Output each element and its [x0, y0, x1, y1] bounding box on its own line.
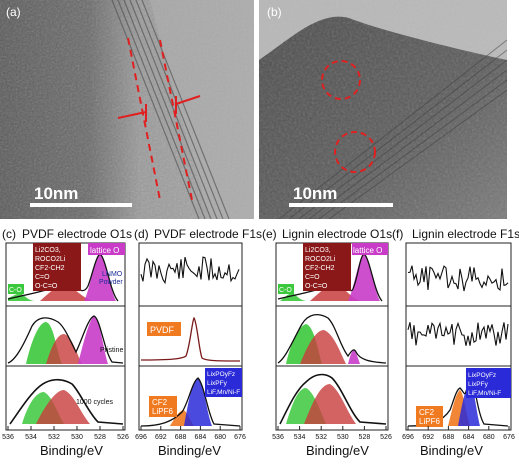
x-tick-label: 528	[94, 434, 106, 441]
x-tick-label: 530	[71, 434, 83, 441]
lnmo-label: LNMO	[102, 271, 123, 278]
x-tick-label: 532	[48, 434, 60, 441]
cf2-label: LiPF6	[419, 417, 440, 426]
x-tick-label: 536	[2, 434, 14, 441]
panel-title: PVDF electrode O1s	[22, 227, 132, 241]
x-axis-label: Binding/eV	[40, 443, 103, 458]
x-axis-label: Binding/eV	[306, 443, 369, 458]
highlight-circle	[321, 60, 361, 100]
species-label: O-C=O	[35, 283, 58, 290]
panel-title: Lignin electrode F1s	[412, 227, 519, 241]
x-axis-label: Binding/eV	[420, 443, 483, 458]
cf2-label: LiPF6	[152, 407, 173, 416]
lattice-label: lattice O	[353, 246, 382, 255]
lix-label: LixPOyFz	[207, 371, 235, 378]
species-label: Li2CO3,	[305, 247, 331, 254]
species-label: ROCO2Li	[305, 256, 336, 263]
x-tick-label: 530	[337, 434, 349, 441]
lnmo-label: Powder	[99, 279, 123, 286]
panel-d: (d) PVDF electrode F1s PVDF CF2 LiPF6 Li…	[134, 227, 262, 458]
panel-title: Lignin electrode O1s	[282, 227, 392, 241]
panel-label: (e)	[262, 227, 277, 241]
x-tick-label: 534	[25, 434, 37, 441]
lix-label: LiF,Mn/Ni-F	[207, 389, 240, 396]
pvdf-label: PVDF	[150, 325, 175, 335]
x-ticks: 696 692 688 684 680 676	[135, 426, 246, 441]
co-label: C-O	[9, 287, 22, 294]
x-tick-label: 696	[402, 434, 414, 441]
species-label: O-C=O	[305, 283, 328, 290]
x-tick-label: 676	[503, 434, 515, 441]
dashed-line	[127, 37, 161, 201]
species-label: C=O	[305, 274, 320, 281]
panel-f: (f) Lignin electrode F1s CF2 LiPF6 LixPO…	[392, 227, 519, 458]
lattice-label: lattice O	[90, 246, 119, 255]
spectrum-line	[407, 321, 509, 346]
highlight-circle	[334, 131, 376, 173]
scale-label: 10nm	[293, 184, 337, 203]
species-label: ROCO2Li	[35, 256, 66, 263]
panel-label: (a)	[6, 5, 21, 19]
x-tick-label: 676	[234, 434, 246, 441]
x-tick-label: 696	[135, 434, 147, 441]
species-label: CF2-CH2	[305, 265, 335, 272]
x-tick-label: 532	[315, 434, 327, 441]
x-tick-label: 526	[117, 434, 129, 441]
spectrum-line	[407, 265, 509, 292]
lix-label: LixPFy	[207, 380, 228, 387]
lix-label: LiF,Mn/Ni-F	[468, 390, 501, 397]
x-tick-label: 692	[155, 434, 167, 441]
x-tick-label: 692	[422, 434, 434, 441]
lix-label: LixPFy	[468, 381, 489, 388]
panel-label: (b)	[267, 5, 282, 19]
x-tick-label: 684	[463, 434, 475, 441]
scale-label: 10nm	[34, 184, 78, 203]
panel-b: 10nm (b)	[259, 0, 507, 219]
x-ticks: 536 534 532 530 528 526	[272, 426, 392, 441]
x-axis-label: Binding/eV	[158, 443, 221, 458]
x-tick-label: 528	[359, 434, 371, 441]
species-label: CF2-CH2	[35, 265, 65, 272]
x-tick-label: 688	[175, 434, 187, 441]
cf2-label: CF2	[419, 408, 435, 417]
species-label: Li2CO3,	[35, 247, 61, 254]
x-tick-label: 684	[195, 434, 207, 441]
x-ticks: 696 692 688 684 680 676	[402, 426, 515, 441]
pristine-label: Pristine	[100, 347, 123, 354]
cycles-label: 1000 cycles	[76, 399, 113, 406]
panel-label: (c)	[2, 227, 16, 241]
x-tick-label: 680	[483, 434, 495, 441]
species-label: C=O	[35, 274, 50, 281]
cf2-label: CF2	[152, 398, 168, 407]
lix-label: LixPOyFz	[468, 372, 496, 379]
dashed-line	[159, 39, 193, 201]
panel-a: 10nm (a)	[0, 0, 254, 219]
panel-label: (f)	[392, 227, 403, 241]
x-tick-label: 534	[294, 434, 306, 441]
panel-label: (d)	[134, 227, 149, 241]
x-ticks: 536 534 532 530 528 526	[2, 426, 129, 441]
panel-c: (c) PVDF electrode O1s Li2CO3, ROCO2Li C…	[2, 227, 132, 458]
x-tick-label: 526	[380, 434, 392, 441]
x-tick-label: 688	[443, 434, 455, 441]
x-tick-label: 680	[214, 434, 226, 441]
panel-title: PVDF electrode F1s	[154, 227, 262, 241]
spectrum-line	[140, 256, 240, 285]
co-label: C-O	[279, 287, 292, 294]
panel-e: (e) Lignin electrode O1s Li2CO3, ROCO2Li…	[262, 227, 392, 458]
x-tick-label: 536	[272, 434, 284, 441]
